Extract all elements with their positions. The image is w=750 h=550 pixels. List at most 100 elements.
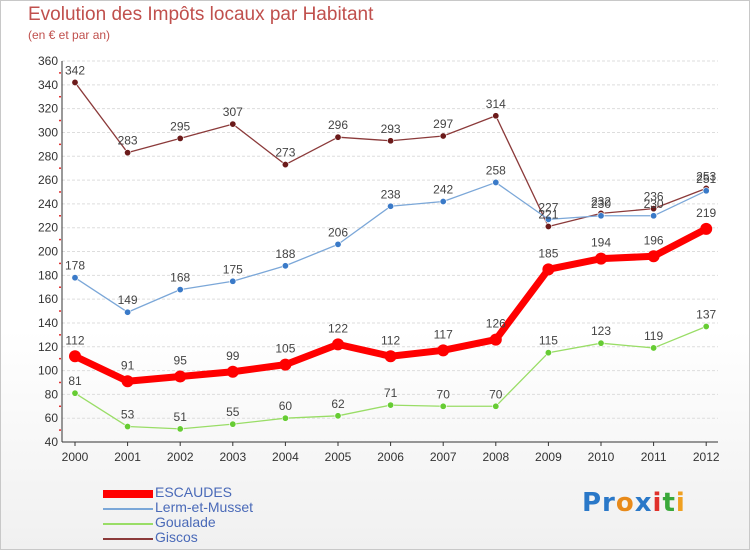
data-point [124,308,132,316]
data-point [437,344,450,357]
chart-title: Evolution des Impôts locaux par Habitant [28,4,374,25]
data-label: 232 [591,194,611,208]
data-point [650,205,658,213]
data-label: 117 [434,327,453,341]
data-label: 149 [118,293,138,307]
y-tick-label: 260 [38,173,58,187]
y-tick-label: 60 [45,411,59,425]
y-tick-label: 360 [38,54,58,68]
data-label: 62 [331,397,345,411]
data-point [387,202,395,210]
data-point [229,420,237,428]
x-tick-label: 2004 [272,450,299,464]
data-point [647,250,660,263]
data-point [281,262,289,270]
legend-swatch [103,490,153,498]
data-point [544,215,552,223]
data-label: 122 [328,321,348,335]
x-tick-label: 2003 [219,450,246,464]
chart-subtitle: (en € et par an) [28,28,111,42]
data-point [229,120,237,128]
data-label: 53 [121,408,135,422]
data-point [279,358,292,371]
data-point [595,252,607,265]
data-label: 296 [328,118,348,132]
data-point [71,78,79,86]
y-tick-label: 340 [38,78,58,92]
data-label: 236 [644,190,664,204]
data-point [597,339,605,347]
y-tick-label: 300 [38,125,58,139]
y-tick-label: 160 [38,292,58,306]
legend-swatch [103,538,153,540]
data-point [597,212,605,220]
x-tick-label: 2009 [535,450,562,464]
data-point [387,137,395,145]
y-tick-label: 180 [38,268,58,282]
data-label: 221 [538,207,558,221]
legend-swatch [103,523,153,525]
data-label: 81 [68,374,82,388]
data-label: 175 [223,262,243,276]
data-point [229,277,237,285]
data-label: 70 [437,387,451,401]
data-point [700,222,713,235]
data-label: 115 [539,334,558,348]
data-label: 230 [591,197,611,211]
data-point [69,350,81,363]
data-label: 51 [174,410,188,424]
x-tick-label: 2000 [62,450,89,464]
data-point [492,112,500,120]
data-point [439,402,447,410]
x-tick-label: 2006 [377,450,404,464]
data-label: 206 [328,225,348,239]
data-label: 251 [696,172,716,186]
data-point [124,149,132,157]
legend-swatch [103,508,153,510]
data-point [439,197,447,205]
data-label: 188 [275,247,295,261]
data-label: 119 [644,329,663,343]
data-point [334,240,342,248]
data-label: 112 [381,333,400,347]
data-label: 105 [275,342,295,356]
data-point [332,338,344,351]
data-point [124,423,132,431]
legend-label: Lerm-et-Musset [155,499,254,515]
data-label: 307 [223,105,243,119]
data-point [71,389,79,397]
data-label: 253 [696,169,716,183]
data-label: 196 [644,233,664,247]
data-label: 70 [489,387,503,401]
x-tick-label: 2001 [114,450,141,464]
x-tick-label: 2012 [693,450,720,464]
data-label: 297 [433,117,453,131]
data-point [387,401,395,409]
data-point [334,412,342,420]
data-label: 227 [538,200,558,214]
data-label: 314 [486,97,506,111]
y-tick-label: 220 [38,221,58,235]
data-point [281,414,289,422]
data-point [542,263,555,276]
data-point [71,274,79,282]
legend-label: Giscos [155,529,198,545]
data-label: 95 [174,354,188,368]
data-point [544,349,552,357]
y-tick-label: 280 [38,149,58,163]
y-tick-label: 80 [45,387,59,401]
data-label: 238 [381,187,401,201]
data-point [176,134,184,142]
x-tick-label: 2002 [167,450,194,464]
data-label: 99 [226,349,240,363]
y-tick-label: 240 [38,197,58,211]
data-label: 71 [384,386,398,400]
data-label: 258 [486,163,506,177]
data-label: 283 [118,134,138,148]
data-label: 230 [644,197,664,211]
data-label: 112 [65,333,84,347]
data-label: 91 [121,358,135,372]
data-label: 219 [696,206,716,220]
x-tick-label: 2007 [430,450,457,464]
y-tick-label: 120 [38,340,58,354]
